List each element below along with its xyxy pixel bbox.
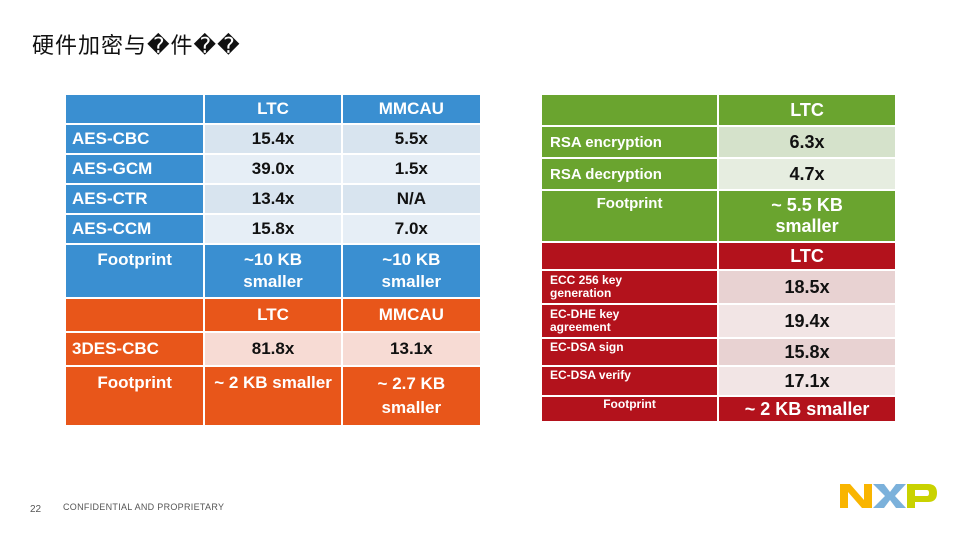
footprint2-mmcau: ~ 2.7 KB smaller <box>340 365 483 427</box>
ltc-value: 18.5x <box>717 269 897 305</box>
table-row: AES-CBC 15.4x 5.5x <box>63 123 483 155</box>
table-row: AES-GCM 39.0x 1.5x <box>63 153 483 185</box>
footprint-row: Footprint ~ 5.5 KB smaller <box>539 189 897 243</box>
footprint-mmcau-line2: smaller <box>381 272 442 291</box>
table-row: 3DES-CBC 81.8x 13.1x <box>63 331 483 367</box>
pk-performance-table: LTC RSA encryption 6.3x RSA decryption 4… <box>539 93 897 423</box>
footprint-value-line1: ~ 5.5 KB <box>771 195 843 215</box>
row-label: RSA encryption <box>539 125 720 159</box>
ltc-value: 19.4x <box>717 303 897 339</box>
footprint-mmcau-line1: ~10 KB <box>382 250 441 269</box>
ltc-value: 17.1x <box>717 365 897 397</box>
mmcau-value: 7.0x <box>340 213 483 245</box>
mmcau-value: N/A <box>340 183 483 215</box>
table-row: AES-CCM 15.8x 7.0x <box>63 213 483 245</box>
table-header-row: LTC <box>539 93 897 127</box>
table-row: EC-DHE key agreement 19.4x <box>539 303 897 339</box>
header-empty-cell <box>539 93 720 127</box>
aes-performance-table: LTC MMCAU AES-CBC 15.4x 5.5x AES-GCM 39.… <box>63 93 483 427</box>
footprint-label: Footprint <box>539 395 720 423</box>
row-label: ECC 256 key generation <box>539 269 720 305</box>
row-label: AES-CBC <box>63 123 206 155</box>
header-ltc: LTC <box>203 93 343 125</box>
mmcau-value: 5.5x <box>340 123 483 155</box>
header2-empty-cell <box>539 241 720 271</box>
footprint-row: Footprint ~ 2 KB smaller ~ 2.7 KB smalle… <box>63 365 483 427</box>
ltc-value: 15.4x <box>203 123 343 155</box>
footprint-label: Footprint <box>63 243 206 299</box>
table-row: EC-DSA verify 17.1x <box>539 365 897 397</box>
row-label: EC-DSA verify <box>539 365 720 397</box>
table-header-row: LTC MMCAU <box>63 93 483 125</box>
table-header-row: LTC <box>539 241 897 271</box>
header2-ltc: LTC <box>203 297 343 333</box>
footprint2-mmcau-line2: smaller <box>381 398 442 417</box>
row-label: 3DES-CBC <box>63 331 206 367</box>
footprint-row: Footprint ~ 2 KB smaller <box>539 395 897 423</box>
row-label: RSA decryption <box>539 157 720 191</box>
row-label: EC-DSA sign <box>539 337 720 367</box>
ltc-value: 39.0x <box>203 153 343 185</box>
header-mmcau: MMCAU <box>340 93 483 125</box>
table-header-row: LTC MMCAU <box>63 297 483 333</box>
footprint-ltc-line1: ~10 KB <box>243 250 303 269</box>
confidentiality-notice: CONFIDENTIAL AND PROPRIETARY <box>63 502 225 512</box>
footprint-label: Footprint <box>539 189 720 243</box>
ltc-value: 6.3x <box>717 125 897 159</box>
footprint-value: ~ 5.5 KB smaller <box>717 189 897 243</box>
header2-empty-cell <box>63 297 206 333</box>
row-label: AES-CTR <box>63 183 206 215</box>
slide-title: 硬件加密与�件�� <box>32 34 241 59</box>
header2-mmcau: MMCAU <box>340 297 483 333</box>
header-empty-cell <box>63 93 206 125</box>
mmcau-value: 1.5x <box>340 153 483 185</box>
table-row: ECC 256 key generation 18.5x <box>539 269 897 305</box>
table-row: RSA encryption 6.3x <box>539 125 897 159</box>
footprint-mmcau: ~10 KB smaller <box>340 243 483 299</box>
header2-ltc: LTC <box>717 241 897 271</box>
table-row: EC-DSA sign 15.8x <box>539 337 897 367</box>
row-label-line1: EC-DHE key <box>550 307 620 321</box>
page-number: 22 <box>30 504 42 515</box>
footprint2-mmcau-line1: ~ 2.7 KB <box>377 374 446 393</box>
header-ltc: LTC <box>717 93 897 127</box>
table-row: RSA decryption 4.7x <box>539 157 897 191</box>
footprint-ltc: ~10 KB smaller <box>203 243 343 299</box>
table-row: AES-CTR 13.4x N/A <box>63 183 483 215</box>
footprint-value-line2: smaller <box>775 216 839 236</box>
mmcau-value: 13.1x <box>340 331 483 367</box>
footprint-value: ~ 2 KB smaller <box>717 395 897 423</box>
row-label: EC-DHE key agreement <box>539 303 720 339</box>
ltc-value: 15.8x <box>203 213 343 245</box>
row-label: AES-CCM <box>63 213 206 245</box>
footprint2-label: Footprint <box>63 365 206 427</box>
row-label-line1: ECC 256 key <box>550 273 623 287</box>
row-label-line2: agreement <box>550 320 611 334</box>
footprint-ltc-line2: smaller <box>243 272 303 291</box>
footprint2-ltc: ~ 2 KB smaller <box>203 365 343 427</box>
ltc-value: 81.8x <box>203 331 343 367</box>
ltc-value: 15.8x <box>717 337 897 367</box>
footprint-row: Footprint ~10 KB smaller ~10 KB smaller <box>63 243 483 299</box>
row-label: AES-GCM <box>63 153 206 185</box>
row-label-line2: generation <box>550 286 612 300</box>
ltc-value: 4.7x <box>717 157 897 191</box>
nxp-logo <box>840 484 937 508</box>
ltc-value: 13.4x <box>203 183 343 215</box>
